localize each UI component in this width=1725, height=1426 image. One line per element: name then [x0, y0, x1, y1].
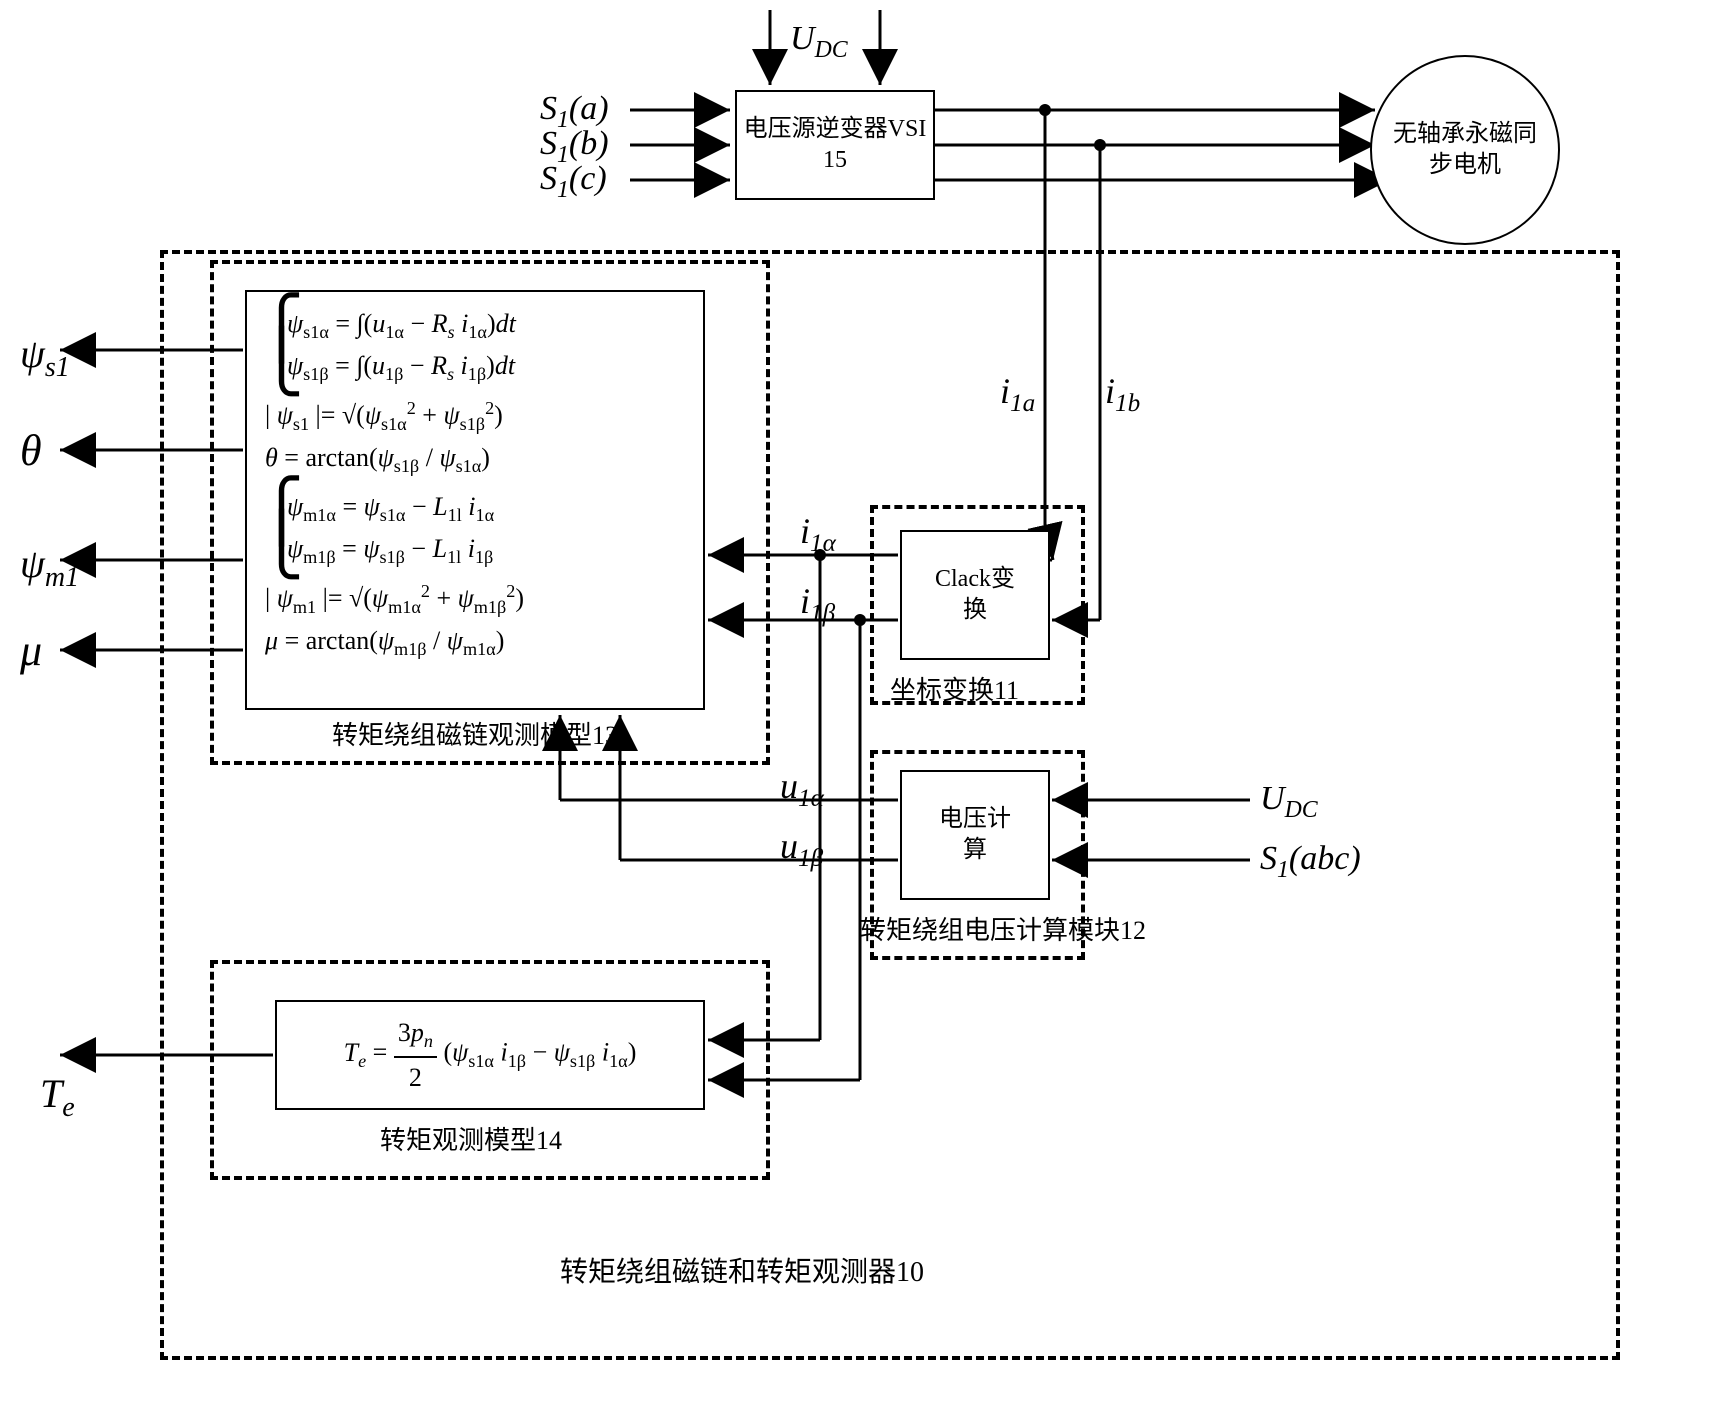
label-i1a: i1a: [1000, 370, 1035, 418]
voltcalc-label-bot: 算: [963, 835, 987, 866]
motor-label: 无轴承永磁同步电机: [1382, 119, 1548, 181]
diagram-canvas: 电压源逆变器VSI 15 无轴承永磁同步电机 Clack变 换 坐标变换11 电…: [0, 0, 1725, 1426]
label-i1b: i1b: [1105, 370, 1140, 418]
voltcalc-block: 电压计 算: [900, 770, 1050, 900]
label-Te: Te: [40, 1070, 75, 1124]
clack-label-bot: 换: [963, 595, 987, 626]
label-mu: μ: [20, 625, 42, 676]
outer-caption: 转矩绕组磁链和转矩观测器10: [560, 1250, 924, 1290]
label-theta: θ: [20, 425, 42, 476]
clack-label-top: Clack变: [935, 564, 1015, 595]
clack-caption: 坐标变换11: [890, 670, 1019, 707]
label-u1beta: u1β: [780, 825, 823, 873]
torque-caption: 转矩观测模型14: [380, 1120, 562, 1157]
voltcalc-caption: 转矩绕组电压计算模块12: [860, 910, 1100, 947]
label-psi-s1: ψs1: [20, 330, 70, 384]
clack-block: Clack变 换: [900, 530, 1050, 660]
motor-block: 无轴承永磁同步电机: [1370, 55, 1560, 245]
label-s1abc: S1(abc): [1260, 840, 1361, 884]
label-i1alpha: i1α: [800, 510, 836, 558]
vsi-label: 电压源逆变器VSI 15: [737, 114, 933, 176]
flux-caption: 转矩绕组磁链观测模型13: [310, 715, 640, 752]
label-i1beta: i1β: [800, 580, 835, 628]
label-udc-right: UDC: [1260, 780, 1318, 824]
label-udc-top: UDC: [790, 20, 848, 64]
label-s1c: S1(c): [540, 160, 607, 204]
voltcalc-label-top: 电压计: [939, 804, 1011, 835]
label-u1alpha: u1α: [780, 765, 824, 813]
vsi-block: 电压源逆变器VSI 15: [735, 90, 935, 200]
torque-equation-box: Te = 3pn2 (ψs1α i1β − ψs1β i1α): [275, 1000, 705, 1110]
label-psi-m1: ψm1: [20, 540, 79, 594]
flux-equation-box: ⎧ ⎩ ψs1α = ∫(u1α − Rs i1α)dt ψs1β = ∫(u1…: [245, 290, 705, 710]
